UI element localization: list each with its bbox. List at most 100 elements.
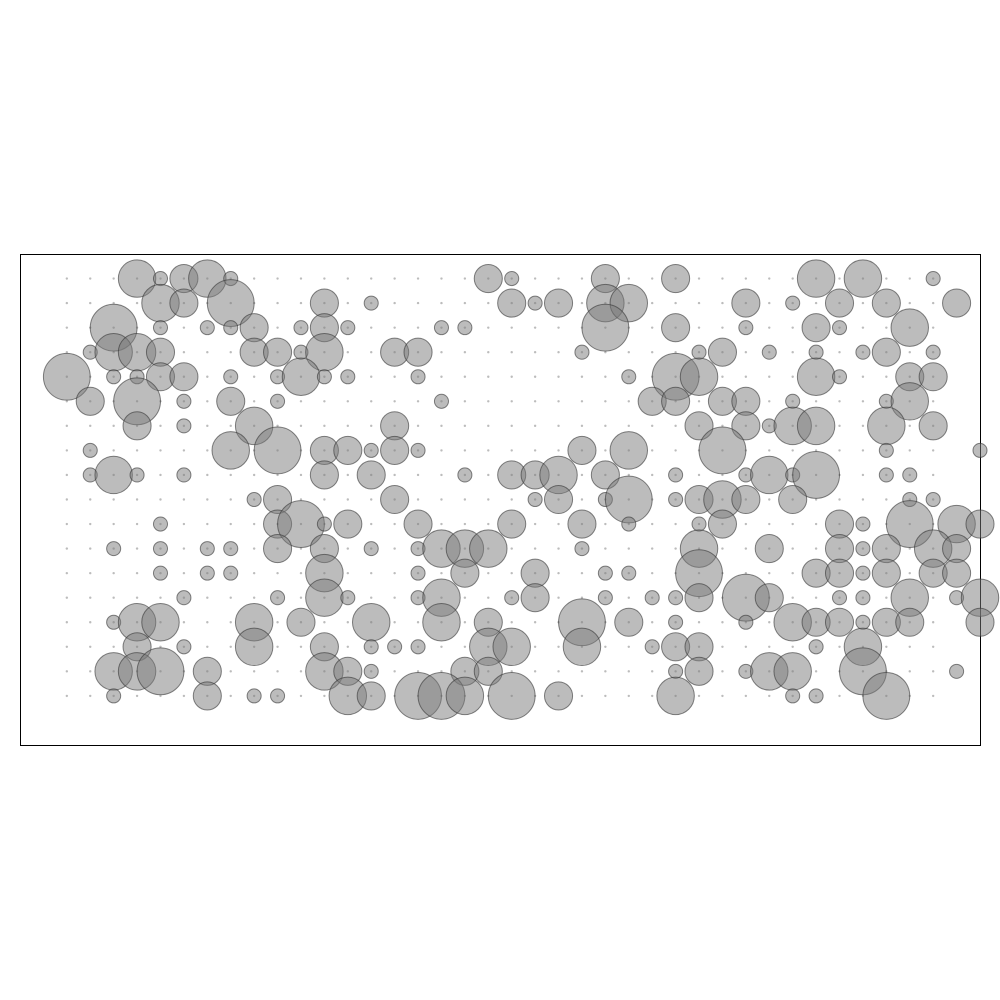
bubble-point <box>754 583 784 613</box>
bubble-point <box>925 271 941 287</box>
grid-dot <box>697 621 701 624</box>
bubble-point <box>918 411 948 441</box>
grid-dot <box>463 522 467 526</box>
grid-dot <box>323 498 326 501</box>
bubble-point <box>152 565 169 581</box>
grid-dot <box>370 498 373 501</box>
bubble-point <box>270 688 286 704</box>
bubble-point <box>890 308 929 347</box>
bubble-point <box>192 681 222 711</box>
bubble-point <box>831 590 848 606</box>
grid-dot <box>627 670 630 673</box>
grid-dot <box>838 449 841 452</box>
grid-dot <box>112 571 115 575</box>
bubble-point <box>223 565 239 581</box>
grid-dot <box>557 326 560 329</box>
grid-dot <box>650 473 654 477</box>
grid-dot <box>674 301 677 305</box>
bubble-point <box>902 467 918 483</box>
grid-dot <box>510 326 513 329</box>
grid-dot <box>768 277 771 280</box>
grid-dot <box>463 621 467 624</box>
bubble-point <box>422 603 461 642</box>
grid-dot <box>252 375 256 378</box>
bubble-point <box>152 541 169 557</box>
grid-dot <box>65 694 69 698</box>
bubble-point <box>855 541 871 557</box>
grid-dot <box>533 621 537 624</box>
grid-dot <box>744 547 748 550</box>
grid-dot <box>604 449 607 452</box>
bubble-point <box>363 295 379 311</box>
bubble-point <box>543 288 574 318</box>
bubble-point <box>403 337 433 367</box>
grid-dot <box>440 449 443 452</box>
grid-dot <box>861 498 865 501</box>
grid-dot <box>650 277 654 280</box>
grid-dot <box>580 473 584 477</box>
grid-dot <box>206 424 209 428</box>
grid-dot <box>229 670 232 673</box>
grid-dot <box>487 351 490 354</box>
grid-dot <box>885 277 888 280</box>
grid-dot <box>65 547 69 550</box>
grid-dot <box>182 621 186 624</box>
bubble-point <box>433 320 449 336</box>
grid-dot <box>580 375 584 378</box>
grid-dot <box>580 424 584 428</box>
grid-dot <box>510 351 513 354</box>
grid-dot <box>159 694 162 698</box>
grid-dot <box>370 400 373 403</box>
bubble-point <box>855 565 871 581</box>
bubble-point <box>871 558 901 588</box>
grid-dot <box>440 645 443 648</box>
bubble-point <box>457 467 473 483</box>
bubble-point <box>223 320 239 336</box>
grid-dot <box>89 645 92 648</box>
grid-dot <box>299 301 303 305</box>
grid-dot <box>557 375 560 378</box>
bubble-point <box>965 607 995 637</box>
bubble-point <box>169 288 199 318</box>
grid-dot <box>674 522 677 526</box>
bubble-point <box>668 663 684 679</box>
bubble-point <box>684 583 714 613</box>
bubble-point <box>796 259 836 298</box>
bubble-point <box>239 313 269 343</box>
grid-dot <box>604 522 607 526</box>
grid-dot <box>89 301 92 305</box>
grid-dot <box>89 498 92 501</box>
grid-dot <box>89 596 92 599</box>
grid-dot <box>533 375 537 378</box>
grid-dot <box>557 596 560 599</box>
grid-dot <box>908 449 911 452</box>
grid-dot <box>557 571 560 575</box>
grid-dot <box>182 449 186 452</box>
grid-dot <box>838 498 841 501</box>
grid-dot <box>861 449 865 452</box>
bubble-point <box>831 369 848 385</box>
grid-dot <box>112 424 115 428</box>
grid-dot <box>674 351 677 354</box>
grid-dot <box>650 670 654 673</box>
grid-dot <box>487 301 490 305</box>
grid-dot <box>299 547 303 550</box>
bubble-point <box>621 516 637 532</box>
bubble-point <box>176 639 192 655</box>
bubble-point <box>141 603 180 642</box>
bubble-point <box>340 590 356 606</box>
grid-dot <box>650 424 654 428</box>
bubble-point <box>136 647 185 696</box>
grid-dot <box>557 670 560 673</box>
bubble-point <box>457 320 473 336</box>
grid-dot <box>65 596 69 599</box>
grid-dot <box>791 645 794 648</box>
grid-dot <box>393 621 396 624</box>
grid-dot <box>440 473 443 477</box>
grid-dot <box>159 498 162 501</box>
bubble-point <box>778 484 808 515</box>
grid-dot <box>463 596 467 599</box>
bubble-point <box>684 656 714 686</box>
grid-dot <box>65 277 69 280</box>
grid-dot <box>65 424 69 428</box>
